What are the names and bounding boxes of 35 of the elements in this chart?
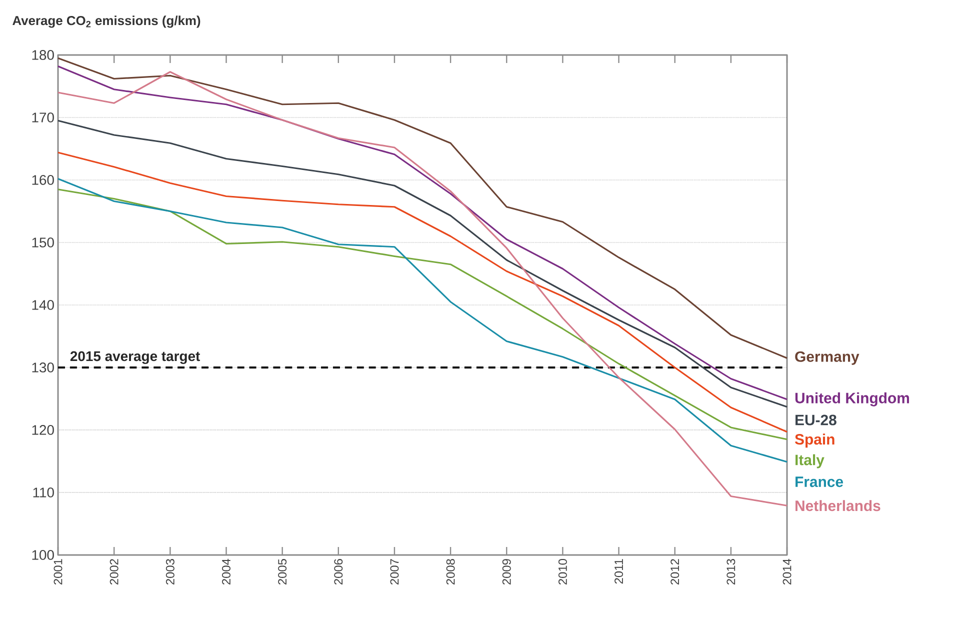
x-tick-label: 2003: [166, 559, 174, 585]
y-tick-label: 120: [32, 425, 54, 435]
y-axis-title: Average CO$_{2}$ emissions (g/km): [12, 16, 200, 28]
x-tick-label: 2009: [502, 559, 511, 585]
x-tick-label: 2005: [278, 559, 287, 585]
series-label: Italy: [796, 454, 824, 468]
series-label: Netherlands: [796, 500, 880, 512]
y-tick-label: 170: [32, 112, 54, 122]
x-tick-label: 2012: [670, 559, 680, 585]
x-tick-label: 2006: [334, 559, 343, 585]
x-tick-label: 2014: [782, 558, 792, 585]
series-label: Germany: [795, 351, 860, 365]
x-tick-label: 2008: [446, 559, 455, 585]
line-series: [57, 152, 788, 433]
series-label: Spain: [794, 434, 834, 448]
y-tick-label: 140: [32, 300, 54, 310]
x-tick-label: 2011: [614, 559, 624, 584]
line-series: [57, 71, 788, 506]
x-tick-label: 2013: [726, 559, 736, 585]
y-tick-label: 150: [32, 238, 54, 248]
x-tick-label: 2002: [110, 559, 118, 585]
x-tick-label: 2001: [54, 559, 62, 585]
series-label: EU-28: [796, 414, 836, 426]
y-tick-label: 100: [32, 550, 54, 560]
x-tick-label: 2004: [222, 558, 230, 585]
x-tick-label: 2007: [390, 559, 399, 585]
series-label: United Kingdom: [795, 392, 909, 406]
series-label: France: [796, 476, 844, 488]
y-tick-label: 160: [32, 175, 54, 185]
ref-line-label: 2015 average target: [70, 351, 200, 364]
line-series: [57, 120, 788, 408]
y-tick-label: 130: [32, 362, 54, 372]
y-tick-label: 180: [32, 50, 54, 60]
x-tick-label: 2010: [558, 558, 567, 585]
y-tick-label: 110: [33, 488, 54, 498]
